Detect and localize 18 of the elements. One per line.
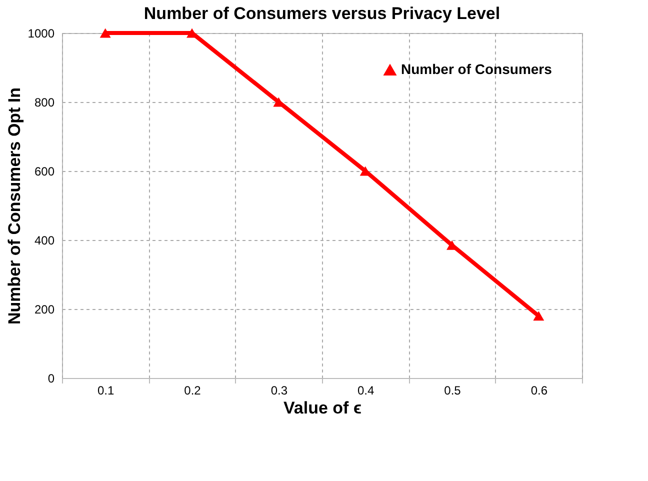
y-tick-label: 800	[34, 96, 55, 110]
x-tick-label: 0.1	[97, 384, 114, 398]
y-tick-label: 600	[34, 164, 55, 178]
y-tick-label: 1000	[28, 26, 55, 40]
x-tick-label: 0.6	[530, 384, 548, 398]
y-tick-label: 200	[34, 302, 55, 316]
point	[100, 28, 111, 38]
x-tick-label: 0.2	[184, 384, 202, 398]
y-tick-label: 400	[34, 234, 55, 248]
x-tick-label: 0.3	[270, 384, 288, 398]
legend-label: Number of Consumers	[401, 61, 552, 77]
x-axis-title: Value of ϵ	[283, 398, 362, 418]
x-tick-label: 0.4	[357, 384, 374, 398]
x-tick-label: 0.5	[444, 384, 462, 398]
y-tick-label: 0	[48, 372, 55, 386]
chart-title: Number of Consumers versus Privacy Level	[144, 4, 500, 23]
point	[533, 311, 544, 321]
y-axis-title: Number of Consumers Opt In	[4, 87, 24, 325]
